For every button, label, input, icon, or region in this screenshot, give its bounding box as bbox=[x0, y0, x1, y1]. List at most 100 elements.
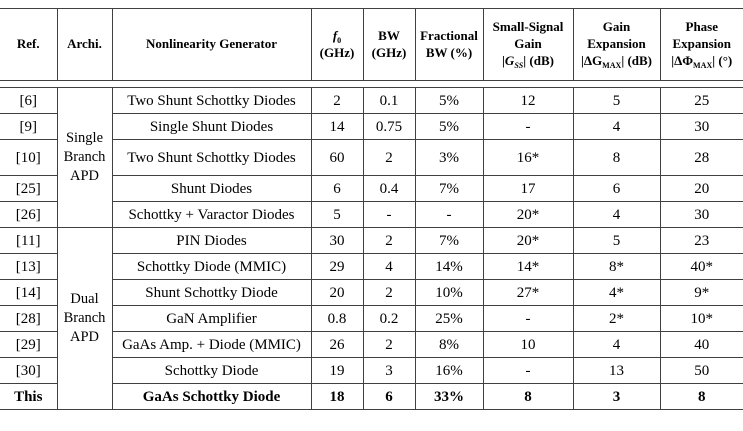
col-header-fractional-bw: Fractional BW (%) bbox=[414, 8, 484, 81]
bw-cell: 2 bbox=[362, 139, 416, 176]
generator-cell: GaAs Schottky Diode bbox=[111, 383, 312, 410]
gain-expansion-cell: 13 bbox=[572, 357, 661, 384]
gss-symbol: |GSS| (dB) bbox=[502, 52, 554, 70]
bw-cell: 0.75 bbox=[362, 113, 416, 140]
archi-cell: Dual Branch APD bbox=[56, 227, 113, 410]
header-separator-row bbox=[0, 80, 743, 88]
f0-cell: 2 bbox=[310, 87, 364, 114]
generator-cell: Schottky Diode bbox=[111, 357, 312, 384]
table-row: [26] Schottky + Varactor Diodes 5- -20* 4 30 bbox=[0, 201, 743, 228]
fractional-bw-cell: 8% bbox=[414, 331, 484, 358]
generator-cell: PIN Diodes bbox=[111, 227, 312, 254]
generator-cell: Schottky + Varactor Diodes bbox=[111, 201, 312, 228]
ref-cell: [13] bbox=[0, 253, 58, 280]
gain-expansion-cell: 4 bbox=[572, 201, 661, 228]
bw-cell: 4 bbox=[362, 253, 416, 280]
small-signal-gain-cell: 20* bbox=[482, 201, 574, 228]
f0-cell: 20 bbox=[310, 279, 364, 306]
ref-cell: [9] bbox=[0, 113, 58, 140]
generator-cell: Schottky Diode (MMIC) bbox=[111, 253, 312, 280]
ref-cell: [28] bbox=[0, 305, 58, 332]
gain-expansion-cell: 8 bbox=[572, 139, 661, 176]
col-header-f0: f0 (GHz) bbox=[310, 8, 364, 81]
generator-cell: Two Shunt Schottky Diodes bbox=[111, 139, 312, 176]
ref-cell: [14] bbox=[0, 279, 58, 306]
table-row: [30] Schottky Diode 19 3 16% -13 50 bbox=[0, 357, 743, 384]
ref-cell: [6] bbox=[0, 87, 58, 114]
delta-phi-max-symbol: |ΔΦMAX| (°) bbox=[671, 52, 733, 70]
col-header-generator-label: Nonlinearity Generator bbox=[145, 36, 278, 52]
gain-expansion-cell: 2* bbox=[572, 305, 661, 332]
small-signal-gain-cell: - bbox=[482, 305, 574, 332]
archi-cell: Single Branch APD bbox=[56, 87, 113, 228]
phase-expansion-cell: 9* bbox=[659, 279, 743, 306]
fractional-bw-cell: 16% bbox=[414, 357, 484, 384]
col-header-generator: Nonlinearity Generator bbox=[111, 8, 312, 81]
f0-cell: 5 bbox=[310, 201, 364, 228]
gain-expansion-cell: 6 bbox=[572, 175, 661, 202]
delta-g-max-symbol: |ΔGMAX| (dB) bbox=[580, 52, 652, 70]
bw-cell: 2 bbox=[362, 279, 416, 306]
table-row: [25] Shunt Diodes 6 0.4 7% 17 6 20 bbox=[0, 175, 743, 202]
gain-expansion-cell: 4 bbox=[572, 331, 661, 358]
col-header-archi: Archi. bbox=[56, 8, 113, 81]
f0-cell: 0.8 bbox=[310, 305, 364, 332]
f0-cell: 18 bbox=[310, 383, 364, 410]
small-signal-gain-cell: 10 bbox=[482, 331, 574, 358]
table-row: [6] Single Branch APD Two Shunt Schottky D… bbox=[0, 87, 743, 228]
small-signal-gain-cell: 20* bbox=[482, 227, 574, 254]
phase-expansion-cell: 28 bbox=[659, 139, 743, 176]
phase-expansion-cell: 25 bbox=[659, 87, 743, 114]
col-header-small-signal-gain: Small-Signal Gain |GSS| (dB) bbox=[482, 8, 574, 81]
phase-expansion-cell: 40 bbox=[659, 331, 743, 358]
gain-expansion-cell: 5 bbox=[572, 227, 661, 254]
small-signal-gain-cell: 17 bbox=[482, 175, 574, 202]
fractional-bw-cell: 3% bbox=[414, 139, 484, 176]
fractional-bw-cell: 14% bbox=[414, 253, 484, 280]
bw-cell: 3 bbox=[362, 357, 416, 384]
phase-expansion-cell: 8 bbox=[659, 383, 743, 410]
small-signal-gain-cell: 12 bbox=[482, 87, 574, 114]
generator-cell: GaN Amplifier bbox=[111, 305, 312, 332]
col-header-bw: BW (GHz) bbox=[362, 8, 416, 81]
f0-cell: 29 bbox=[310, 253, 364, 280]
small-signal-gain-cell: - bbox=[482, 113, 574, 140]
phase-expansion-cell: 20 bbox=[659, 175, 743, 202]
small-signal-gain-cell: 8 bbox=[482, 383, 574, 410]
fractional-bw-cell: 7% bbox=[414, 175, 484, 202]
fractional-bw-cell: 7% bbox=[414, 227, 484, 254]
f0-unit: (GHz) bbox=[319, 44, 355, 60]
f0-cell: 60 bbox=[310, 139, 364, 176]
f0-cell: 19 bbox=[310, 357, 364, 384]
comparison-table-container: Ref. Archi. Nonlinearity Generator f0 (G… bbox=[0, 8, 743, 410]
f0-cell: 30 bbox=[310, 227, 364, 254]
f0-cell: 6 bbox=[310, 175, 364, 202]
phase-expansion-cell: 10* bbox=[659, 305, 743, 332]
ref-cell: [25] bbox=[0, 175, 58, 202]
gain-expansion-cell: 4 bbox=[572, 113, 661, 140]
small-signal-gain-cell: 14* bbox=[482, 253, 574, 280]
small-signal-gain-cell: 16* bbox=[482, 139, 574, 176]
comparison-table: Ref. Archi. Nonlinearity Generator f0 (G… bbox=[0, 8, 743, 410]
bw-cell: 2 bbox=[362, 227, 416, 254]
header-separator bbox=[0, 80, 743, 88]
table-row: This GaAs Schottky Diode 18 6 33% 8 3 8 bbox=[0, 383, 743, 410]
table-row: [14] Shunt Schottky Diode 20 2 10% 27* 4* 9* bbox=[0, 279, 743, 306]
col-header-archi-label: Archi. bbox=[67, 36, 102, 52]
ref-cell: [29] bbox=[0, 331, 58, 358]
table-body: [6] Single Branch APD Two Shunt Schottky D… bbox=[0, 80, 743, 410]
generator-cell: Two Shunt Schottky Diodes bbox=[111, 87, 312, 114]
table-row: [29] GaAs Amp. + Diode (MMIC) 26 2 8% 10 4 40 bbox=[0, 331, 743, 358]
generator-cell: GaAs Amp. + Diode (MMIC) bbox=[111, 331, 312, 358]
col-header-phase-expansion: Phase Expansion |ΔΦMAX| (°) bbox=[659, 8, 743, 81]
small-signal-gain-cell: - bbox=[482, 357, 574, 384]
ref-cell: [30] bbox=[0, 357, 58, 384]
f0-symbol: f0 bbox=[332, 27, 342, 45]
bw-cell: 0.2 bbox=[362, 305, 416, 332]
table-row: [11] Dual Branch APD PIN Diodes 30 2 7% 20* 5 23 bbox=[0, 227, 743, 410]
table-header: Ref. Archi. Nonlinearity Generator f0 (G… bbox=[0, 8, 743, 81]
col-header-ref: Ref. bbox=[0, 8, 58, 81]
phase-expansion-cell: 23 bbox=[659, 227, 743, 254]
gain-expansion-cell: 5 bbox=[572, 87, 661, 114]
fractional-bw-cell: 33% bbox=[414, 383, 484, 410]
